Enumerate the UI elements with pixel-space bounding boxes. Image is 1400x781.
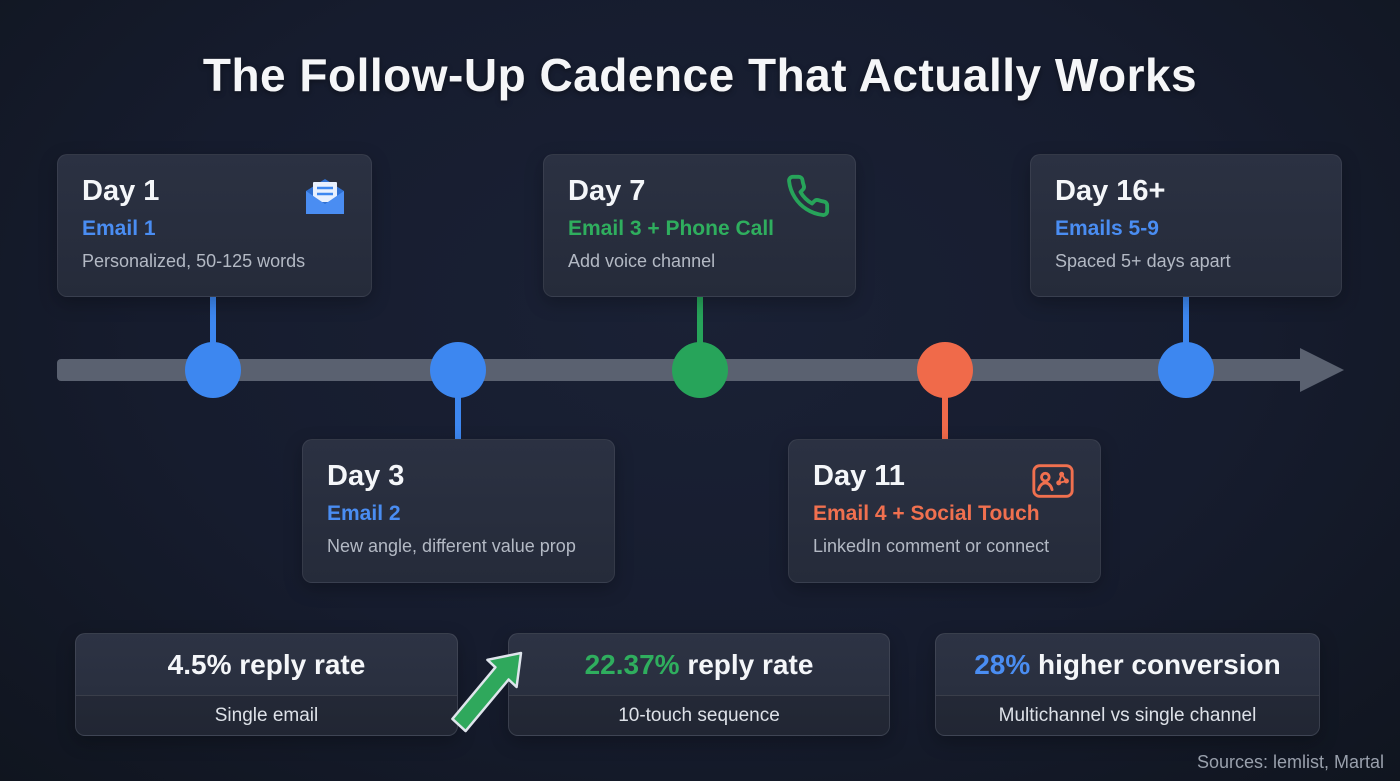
event-day-label: Day 3 bbox=[327, 460, 405, 492]
stat-subtitle: 10-touch sequence bbox=[509, 695, 889, 735]
stat-subtitle: Single email bbox=[76, 695, 457, 735]
stat-card-single-email: 4.5% reply rate Single email bbox=[75, 633, 458, 736]
connector-day1 bbox=[210, 296, 216, 346]
event-description: Spaced 5+ days apart bbox=[1055, 251, 1231, 271]
stat-label: reply rate bbox=[231, 648, 366, 680]
event-description: Personalized, 50-125 words bbox=[82, 251, 306, 271]
event-channel-label: Emails 5-9 bbox=[1055, 217, 1159, 240]
event-description: Add voice channel bbox=[568, 251, 716, 271]
stat-headline: 28% higher conversion bbox=[936, 634, 1319, 695]
timeline-node-day1 bbox=[185, 342, 241, 398]
event-channel-label: Email 3 + Phone Call bbox=[568, 217, 774, 240]
stat-label: reply rate bbox=[679, 648, 814, 680]
event-channel-label: Email 2 bbox=[327, 502, 401, 525]
page-title: The Follow-Up Cadence That Actually Work… bbox=[202, 49, 1198, 101]
stat-headline: 4.5% reply rate bbox=[76, 634, 457, 695]
stat-card-multichannel: 28% higher conversion Multichannel vs si… bbox=[935, 633, 1320, 736]
event-card-day16: Day 16+ Emails 5-9 Spaced 5+ days apart bbox=[1030, 154, 1342, 297]
event-description: New angle, different value prop bbox=[327, 536, 576, 556]
event-channel-label: Email 1 bbox=[82, 217, 156, 240]
stat-subtitle: Multichannel vs single channel bbox=[936, 695, 1319, 735]
phone-icon bbox=[785, 173, 833, 221]
event-card-day7: Day 7 Email 3 + Phone Call Add voice cha… bbox=[543, 154, 856, 297]
stat-value: 28% bbox=[974, 648, 1031, 680]
event-card-day11: Day 11 Email 4 + Social Touch LinkedIn c… bbox=[788, 439, 1101, 583]
stat-value: 4.5% bbox=[167, 648, 232, 680]
event-day-label: Day 11 bbox=[813, 460, 905, 492]
event-card-day1: Day 1 Email 1 Personalized, 50-125 words bbox=[57, 154, 372, 297]
improvement-arrow-icon bbox=[443, 637, 533, 737]
timeline-node-day11 bbox=[917, 342, 973, 398]
connector-day7 bbox=[697, 296, 703, 346]
connector-day11 bbox=[942, 394, 948, 440]
timeline-arrowhead-icon bbox=[1300, 348, 1344, 392]
event-description: LinkedIn comment or connect bbox=[813, 536, 1050, 556]
stat-headline: 22.37% reply rate bbox=[509, 634, 889, 695]
event-day-label: Day 7 bbox=[568, 175, 646, 207]
sources-credit: Sources: lemlist, Martal bbox=[1196, 752, 1384, 772]
timeline-node-day3 bbox=[430, 342, 486, 398]
stat-value: 22.37% bbox=[584, 648, 680, 680]
timeline-node-day16 bbox=[1158, 342, 1214, 398]
connector-day16 bbox=[1183, 296, 1189, 346]
email-icon bbox=[301, 173, 349, 221]
social-touch-icon bbox=[1030, 458, 1078, 506]
event-day-label: Day 1 bbox=[82, 175, 160, 207]
event-channel-label: Email 4 + Social Touch bbox=[813, 502, 1040, 525]
stat-label: higher conversion bbox=[1030, 648, 1281, 680]
event-card-day3: Day 3 Email 2 New angle, different value… bbox=[302, 439, 615, 583]
timeline-node-day7 bbox=[672, 342, 728, 398]
stat-card-10-touch: 22.37% reply rate 10-touch sequence bbox=[508, 633, 890, 736]
event-day-label: Day 16+ bbox=[1055, 175, 1166, 207]
connector-day3 bbox=[455, 394, 461, 440]
